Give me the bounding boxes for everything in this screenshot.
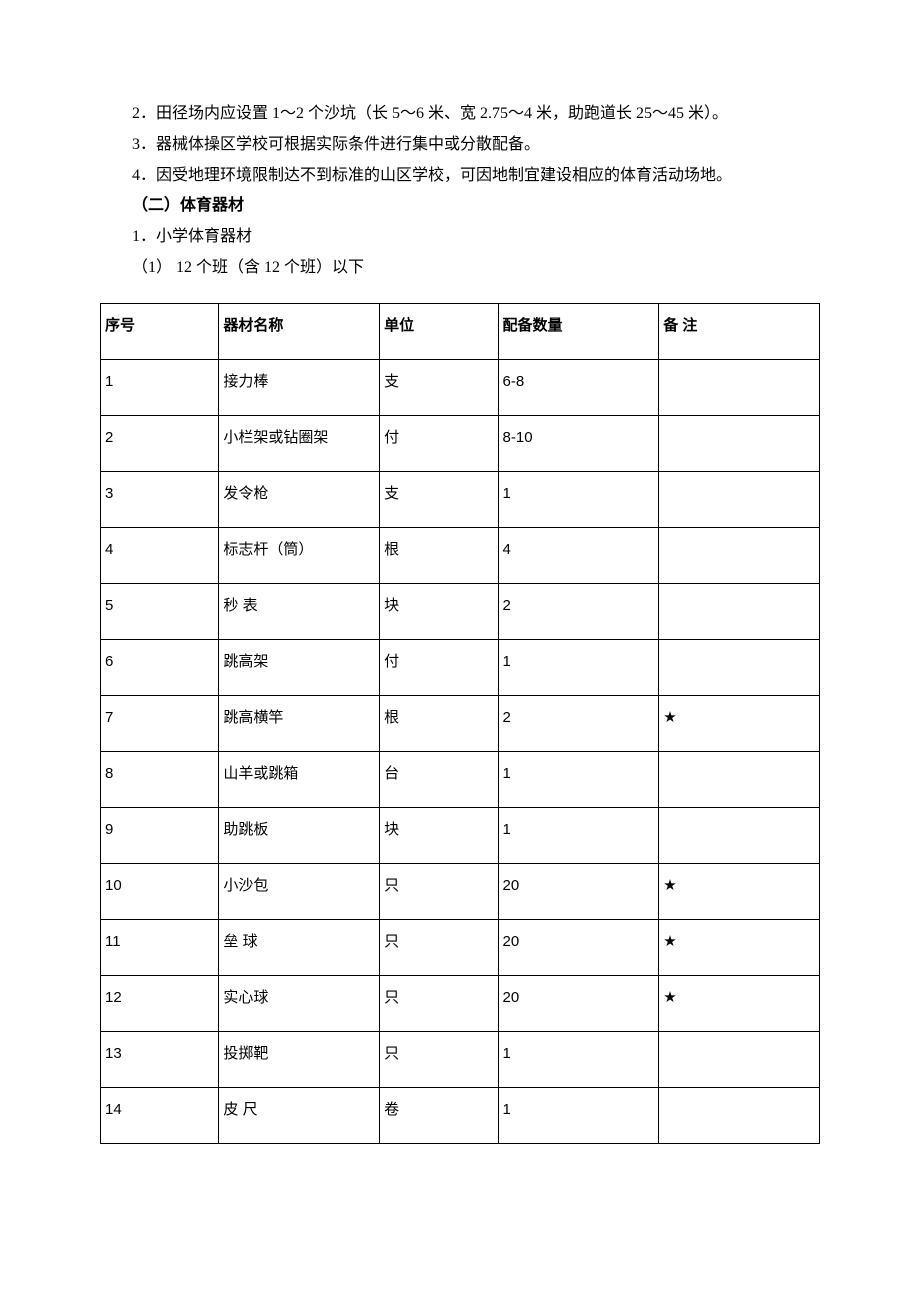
table-cell: 秒 表 [219, 583, 380, 639]
table-cell: 发令枪 [219, 471, 380, 527]
table-cell: 1 [498, 471, 659, 527]
table-row: 7跳高横竿根2★ [101, 695, 820, 751]
subsection-1: 1．小学体育器材 [100, 223, 820, 252]
table-cell: 6-8 [498, 359, 659, 415]
table-cell: 垒 球 [219, 919, 380, 975]
table-row: 11垒 球只20★ [101, 919, 820, 975]
table-cell: 2 [498, 695, 659, 751]
table-cell: 跳高横竿 [219, 695, 380, 751]
table-cell: 20 [498, 863, 659, 919]
table-cell: 6 [101, 639, 219, 695]
table-cell: 12 [101, 975, 219, 1031]
table-cell: 4 [101, 527, 219, 583]
table-cell: 3 [101, 471, 219, 527]
table-header-row: 序号 器材名称 单位 配备数量 备 注 [101, 303, 820, 359]
table-cell: ★ [659, 919, 820, 975]
table-row: 12实心球只20★ [101, 975, 820, 1031]
table-cell [659, 807, 820, 863]
table-cell: 2 [498, 583, 659, 639]
header-unit: 单位 [380, 303, 498, 359]
table-row: 3发令枪支1 [101, 471, 820, 527]
table-cell: 1 [498, 639, 659, 695]
table-cell: 7 [101, 695, 219, 751]
table-cell: 1 [498, 807, 659, 863]
equipment-table: 序号 器材名称 单位 配备数量 备 注 1接力棒支6-82小栏架或钻圈架付8-1… [100, 303, 820, 1144]
table-cell [659, 415, 820, 471]
table-cell: 根 [380, 695, 498, 751]
table-row: 1接力棒支6-8 [101, 359, 820, 415]
table-cell: ★ [659, 863, 820, 919]
table-cell: 台 [380, 751, 498, 807]
table-cell: 14 [101, 1087, 219, 1143]
table-cell: 卷 [380, 1087, 498, 1143]
table-cell: 1 [101, 359, 219, 415]
table-cell: 只 [380, 1031, 498, 1087]
table-cell: 助跳板 [219, 807, 380, 863]
table-cell: 皮 尺 [219, 1087, 380, 1143]
table-row: 13投掷靶只1 [101, 1031, 820, 1087]
table-cell: 只 [380, 919, 498, 975]
paragraph-2: 2．田径场内应设置 1～2 个沙坑（长 5～6 米、宽 2.75～4 米，助跑道… [100, 100, 820, 129]
header-remark: 备 注 [659, 303, 820, 359]
table-cell: 跳高架 [219, 639, 380, 695]
table-cell [659, 583, 820, 639]
table-cell: ★ [659, 975, 820, 1031]
table-cell: 支 [380, 359, 498, 415]
table-cell: 只 [380, 863, 498, 919]
table-row: 10小沙包只20★ [101, 863, 820, 919]
table-cell: 块 [380, 583, 498, 639]
table-cell: 根 [380, 527, 498, 583]
subsection-1-1: （1） 12 个班（含 12 个班）以下 [100, 254, 820, 283]
table-cell [659, 359, 820, 415]
table-cell: 付 [380, 639, 498, 695]
table-cell: 4 [498, 527, 659, 583]
table-row: 2小栏架或钻圈架付8-10 [101, 415, 820, 471]
table-cell: 接力棒 [219, 359, 380, 415]
table-cell: 5 [101, 583, 219, 639]
table-row: 8山羊或跳箱台1 [101, 751, 820, 807]
table-cell: ★ [659, 695, 820, 751]
paragraph-4: 4．因受地理环境限制达不到标准的山区学校，可因地制宜建设相应的体育活动场地。 [100, 162, 820, 191]
table-cell: 投掷靶 [219, 1031, 380, 1087]
table-cell: 小沙包 [219, 863, 380, 919]
paragraph-3: 3．器械体操区学校可根据实际条件进行集中或分散配备。 [100, 131, 820, 160]
table-row: 6跳高架付1 [101, 639, 820, 695]
table-cell: 只 [380, 975, 498, 1031]
table-cell: 支 [380, 471, 498, 527]
table-cell [659, 751, 820, 807]
table-cell: 8 [101, 751, 219, 807]
table-cell: 小栏架或钻圈架 [219, 415, 380, 471]
table-cell: 13 [101, 1031, 219, 1087]
table-cell: 付 [380, 415, 498, 471]
table-body: 1接力棒支6-82小栏架或钻圈架付8-103发令枪支14标志杆（筒）根45秒 表… [101, 359, 820, 1143]
table-cell: 实心球 [219, 975, 380, 1031]
table-cell: 1 [498, 1087, 659, 1143]
section-title-equipment: （二）体育器材 [100, 192, 820, 221]
table-cell [659, 471, 820, 527]
table-cell: 2 [101, 415, 219, 471]
table-cell: 1 [498, 751, 659, 807]
table-row: 9助跳板块1 [101, 807, 820, 863]
table-cell [659, 639, 820, 695]
table-row: 4标志杆（筒）根4 [101, 527, 820, 583]
table-cell: 8-10 [498, 415, 659, 471]
table-cell: 标志杆（筒） [219, 527, 380, 583]
table-row: 5秒 表块2 [101, 583, 820, 639]
table-cell: 11 [101, 919, 219, 975]
table-cell [659, 1031, 820, 1087]
table-cell: 块 [380, 807, 498, 863]
table-cell: 1 [498, 1031, 659, 1087]
table-cell: 山羊或跳箱 [219, 751, 380, 807]
table-cell [659, 527, 820, 583]
table-cell: 9 [101, 807, 219, 863]
table-cell: 20 [498, 975, 659, 1031]
header-name: 器材名称 [219, 303, 380, 359]
table-row: 14皮 尺卷1 [101, 1087, 820, 1143]
header-index: 序号 [101, 303, 219, 359]
table-cell [659, 1087, 820, 1143]
table-cell: 10 [101, 863, 219, 919]
table-cell: 20 [498, 919, 659, 975]
header-quantity: 配备数量 [498, 303, 659, 359]
